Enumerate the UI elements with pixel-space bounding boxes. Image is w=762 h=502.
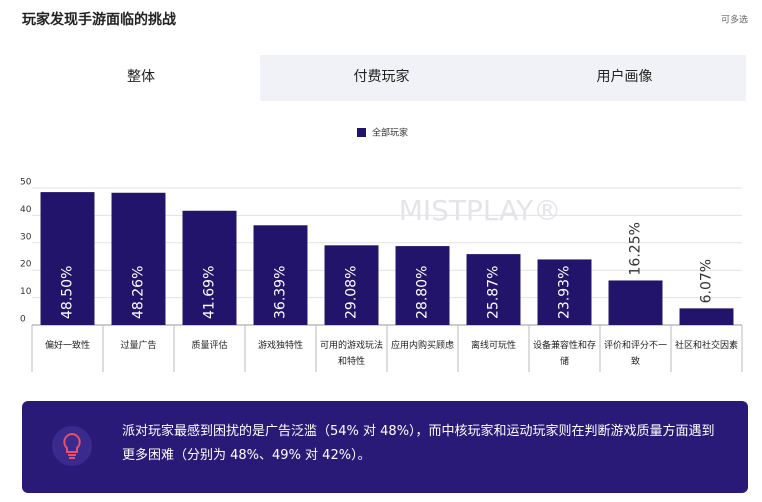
y-tick-label: 20 [20,260,32,270]
value-label: 6.07% [699,259,715,303]
bar [182,210,237,325]
x-tick-label: 质量评估 [191,341,228,351]
value-label: 29.08% [344,266,360,319]
y-tick-label: 50 [20,178,32,188]
value-label: 23.93% [557,266,573,319]
tab[interactable]: 付费玩家 [353,69,410,85]
x-tick-label: 游戏独特性 [257,341,303,351]
y-tick-label: 0 [20,315,26,325]
y-tick-label: 30 [20,232,32,242]
tab[interactable]: 整体 [127,69,155,85]
y-tick-label: 10 [20,287,32,297]
bar [537,259,592,325]
x-tick-label: 设备兼容性和存储 [532,341,596,367]
legend-swatch [357,128,366,137]
bar [111,192,166,325]
bulb-icon [63,432,81,459]
value-label: 41.69% [202,266,218,319]
insight-box [22,401,748,493]
tab[interactable]: 用户画像 [596,69,653,85]
x-tick-label: 偏好一致性 [44,341,90,351]
title: 玩家发现手游面临的挑战 [22,11,176,28]
x-tick-label: 离线可玩性 [470,341,516,351]
bar [253,225,308,325]
value-label: 36.39% [273,266,289,319]
bar [324,245,379,325]
value-label: 28.80% [415,266,431,319]
bar [466,254,521,325]
value-label: 25.87% [486,266,502,319]
x-tick-label: 评价和评分不一致 [603,341,667,367]
y-tick-label: 40 [20,205,32,215]
bar [679,308,734,325]
watermark: MISTPLAY® [399,194,562,227]
value-label: 48.50% [60,266,76,319]
x-tick-label: 应用内购买顾虑 [390,341,454,351]
value-label: 16.25% [628,222,644,275]
x-tick-label: 可用的游戏玩法和特性 [319,341,383,367]
note: 可多选 [721,14,748,26]
bar [395,246,450,325]
tab-active [22,55,260,101]
bar [608,280,663,325]
value-label: 48.26% [131,266,147,319]
insight-text: 派对玩家最感到困扰的是广告泛滥（54% 对 48%），而中核玩家和运动玩家则在判… [122,424,715,463]
bar [40,192,95,325]
x-tick-label: 社区和社交因素 [674,341,738,351]
x-tick-label: 过量广告 [120,341,157,351]
icon-bg [52,426,92,466]
legend-label: 全部玩家 [372,127,408,139]
